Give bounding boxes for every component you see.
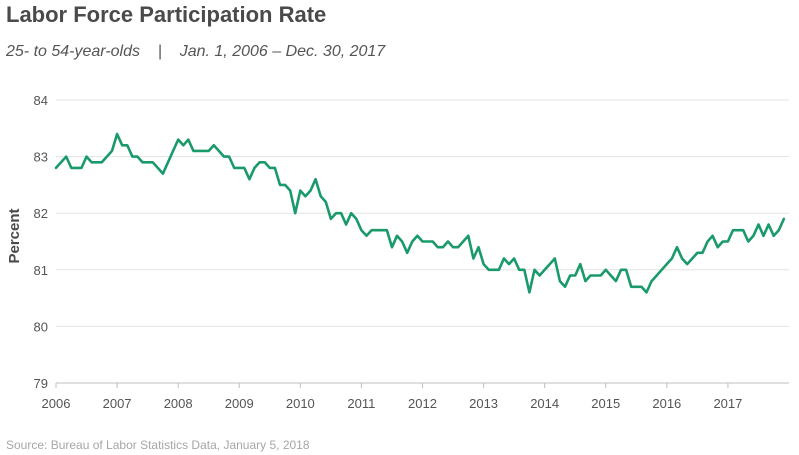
x-tick-label: 2016 (652, 396, 681, 411)
x-tick-label: 2011 (347, 396, 375, 411)
series-line (54, 132, 786, 294)
x-tick-label: 2013 (469, 396, 498, 411)
x-tick-label: 2012 (408, 396, 437, 411)
x-tick-label: 2014 (530, 396, 559, 411)
y-tick-label: 83 (34, 150, 48, 165)
y-axis-title: Percent (6, 208, 23, 263)
x-tick-label: 2015 (591, 396, 620, 411)
y-tick-label: 81 (34, 263, 48, 278)
y-tick-label: 79 (34, 376, 48, 391)
x-tick-label: 2017 (713, 396, 742, 411)
x-tick-label: 2009 (225, 396, 254, 411)
y-tick-label: 80 (34, 319, 48, 334)
x-tick-label: 2008 (164, 396, 193, 411)
gridlines (56, 99, 789, 327)
y-tick-label: 84 (34, 93, 48, 108)
chart-title: Labor Force Participation Rate (6, 2, 327, 27)
series-layer (54, 132, 786, 294)
x-tick-label: 2006 (42, 396, 71, 411)
y-tick-label: 82 (34, 206, 48, 221)
chart-subtitle: 25- to 54-year-olds | Jan. 1, 2006 – Dec… (6, 43, 386, 60)
x-tick-label: 2007 (103, 396, 132, 411)
x-tick-label: 2010 (286, 396, 315, 411)
axes: 79 80 81 82 83 84 2006 2007 2008 2009 2010 2011 2012… (34, 93, 789, 411)
source-note: Source: Bureau of Labor Statistics Data,… (6, 438, 310, 452)
